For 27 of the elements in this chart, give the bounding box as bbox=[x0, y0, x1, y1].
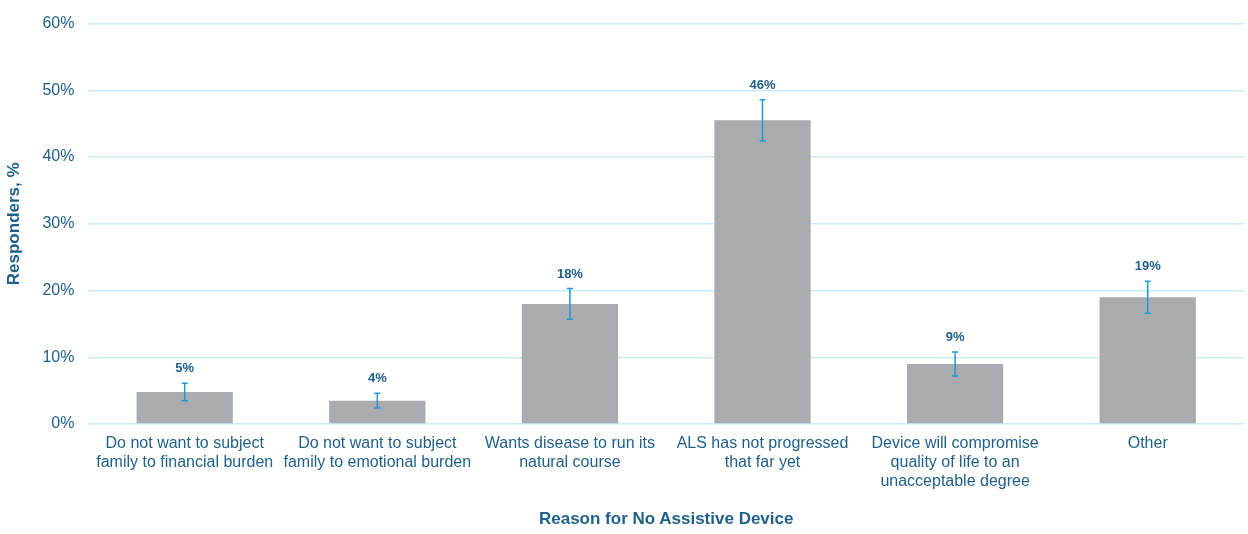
x-tick-label: Device will compromise quality of life to an unacceptable degree bbox=[871, 434, 1039, 490]
x-tick-label: Do not want to subject family to emotional burden bbox=[283, 434, 472, 471]
bar bbox=[136, 391, 233, 424]
y-tick-label: 20% bbox=[42, 280, 75, 298]
data-label: 4% bbox=[367, 370, 388, 386]
y-tick-label: 10% bbox=[42, 347, 75, 365]
y-tick-label: 50% bbox=[42, 80, 75, 98]
bar bbox=[714, 120, 811, 424]
bar bbox=[1099, 297, 1196, 424]
bar bbox=[329, 400, 426, 424]
data-label: 5% bbox=[175, 360, 195, 376]
bar bbox=[906, 363, 1004, 424]
data-label: 46% bbox=[749, 76, 776, 92]
x-tick-label: Other bbox=[1127, 434, 1169, 452]
y-tick-label: 60% bbox=[42, 14, 75, 32]
bar bbox=[521, 303, 619, 424]
y-tick-label: 0% bbox=[51, 414, 75, 432]
data-label: 19% bbox=[1134, 258, 1162, 274]
x-axis-title: Reason for No Assistive Device bbox=[538, 509, 794, 529]
y-tick-label: 40% bbox=[42, 147, 75, 165]
data-label: 9% bbox=[945, 329, 965, 345]
x-tick-label: Wants disease to run its natural course bbox=[484, 434, 655, 471]
y-axis-title: Responders, % bbox=[3, 162, 23, 286]
x-tick-label: ALS has not progressed that far yet bbox=[676, 434, 849, 471]
x-tick-label: Do not want to subject family to financial burden bbox=[96, 434, 274, 471]
data-label: 18% bbox=[556, 265, 584, 281]
y-tick-label: 30% bbox=[42, 214, 75, 232]
